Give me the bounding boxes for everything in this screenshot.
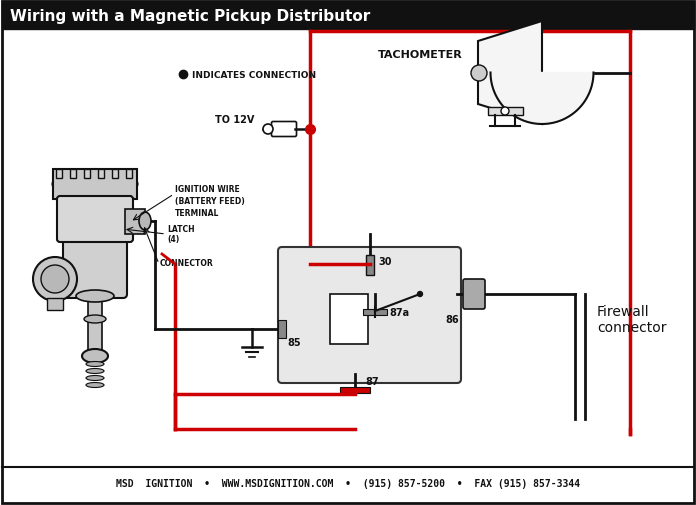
Polygon shape (53, 170, 137, 199)
Circle shape (263, 125, 273, 135)
Text: CONNECTOR: CONNECTOR (160, 259, 214, 268)
Ellipse shape (86, 362, 104, 367)
Bar (366, 256, 374, 275)
Ellipse shape (76, 290, 114, 302)
Bar (363, 310, 387, 316)
Text: 86: 86 (445, 315, 459, 324)
Bar (98, 170, 104, 179)
FancyBboxPatch shape (63, 235, 127, 298)
Bar (70, 170, 76, 179)
Bar (112, 170, 118, 179)
Text: MSD  IGNITION  •  WWW.MSDIGNITION.COM  •  (915) 857-5200  •  FAX (915) 857-3344: MSD IGNITION • WWW.MSDIGNITION.COM • (91… (116, 478, 580, 488)
Ellipse shape (82, 349, 108, 363)
Circle shape (471, 66, 487, 82)
Text: 30: 30 (378, 257, 391, 267)
Text: 87: 87 (365, 376, 379, 386)
Bar (2, 2, 694, 30)
Bar (126, 170, 132, 179)
Ellipse shape (86, 376, 104, 381)
Bar (278, 320, 286, 338)
Bar (56, 170, 62, 179)
Bar (84, 170, 90, 179)
Ellipse shape (139, 213, 151, 231)
Bar (125, 210, 145, 234)
Text: INDICATES CONNECTION: INDICATES CONNECTION (192, 70, 316, 79)
FancyBboxPatch shape (271, 122, 296, 137)
Circle shape (33, 258, 77, 301)
Bar (330, 294, 368, 344)
Ellipse shape (84, 316, 106, 323)
Ellipse shape (86, 369, 104, 374)
Text: Wiring with a Magnetic Pickup Distributor: Wiring with a Magnetic Pickup Distributo… (10, 9, 370, 23)
Circle shape (41, 266, 69, 293)
FancyBboxPatch shape (463, 279, 485, 310)
Bar (88, 296, 102, 357)
Text: TACHOMETER: TACHOMETER (378, 50, 463, 60)
Text: LATCH
(4): LATCH (4) (167, 225, 195, 244)
Polygon shape (491, 73, 594, 125)
FancyBboxPatch shape (278, 247, 461, 383)
Text: TO 12V: TO 12V (215, 115, 254, 125)
Text: 87a: 87a (389, 308, 409, 317)
Text: Firewall
connector: Firewall connector (597, 305, 667, 334)
Bar (47, 298, 63, 311)
Bar (340, 387, 370, 393)
FancyBboxPatch shape (57, 196, 133, 242)
Ellipse shape (52, 170, 138, 199)
Circle shape (418, 292, 422, 297)
Bar (488, 108, 523, 116)
Ellipse shape (86, 383, 104, 388)
Polygon shape (478, 22, 542, 125)
Circle shape (501, 108, 509, 116)
Text: IGNITION WIRE
(BATTERY FEED)
TERMINAL: IGNITION WIRE (BATTERY FEED) TERMINAL (175, 185, 245, 217)
Text: 85: 85 (287, 337, 301, 347)
